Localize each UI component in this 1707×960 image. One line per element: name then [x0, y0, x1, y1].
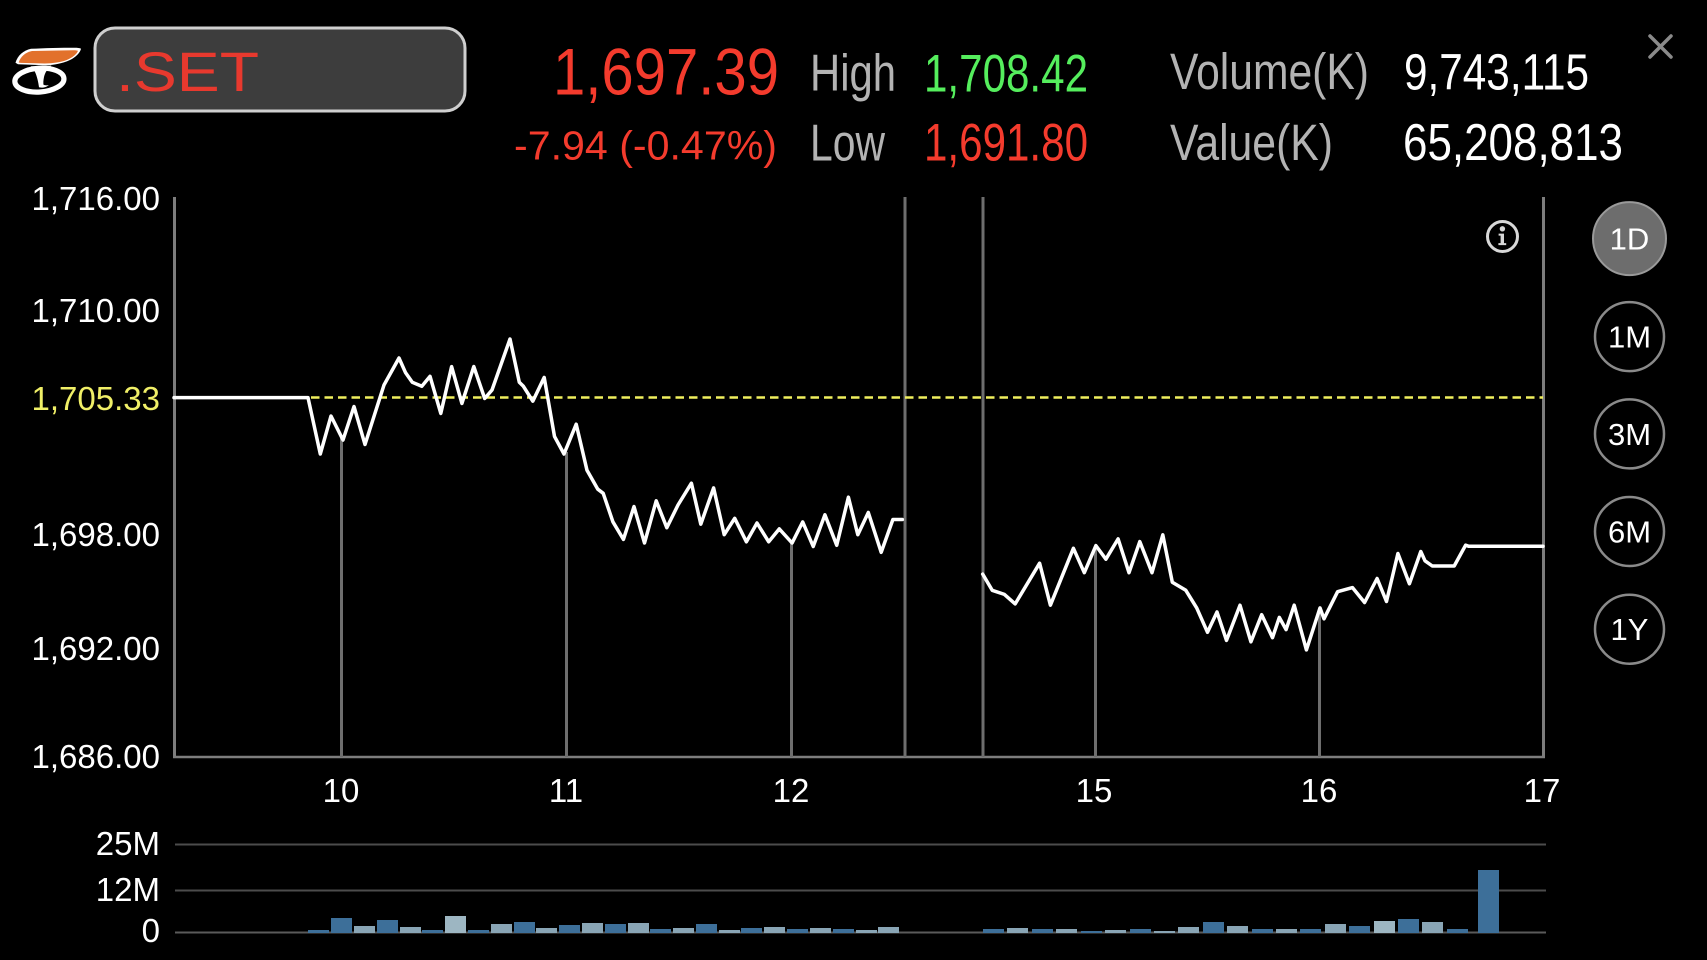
svg-text:Low: Low [810, 114, 885, 172]
svg-text:10: 10 [323, 772, 360, 809]
svg-text:1,698.00: 1,698.00 [32, 516, 160, 553]
svg-text:1,705.33: 1,705.33 [32, 380, 160, 417]
svg-text:1,691.80: 1,691.80 [924, 113, 1088, 172]
svg-text:1Y: 1Y [1611, 612, 1649, 647]
svg-text:1,716.00: 1,716.00 [32, 180, 160, 217]
svg-text:11: 11 [549, 772, 583, 809]
svg-text:12M: 12M [96, 871, 160, 908]
svg-text:Value(K): Value(K) [1170, 114, 1333, 171]
svg-text:1,686.00: 1,686.00 [32, 738, 160, 775]
svg-text:16: 16 [1301, 772, 1338, 809]
svg-text:.SET: .SET [116, 40, 259, 103]
svg-text:1D: 1D [1610, 222, 1650, 257]
svg-text:1,692.00: 1,692.00 [32, 630, 160, 667]
svg-text:0: 0 [142, 912, 160, 949]
svg-text:9,743,115: 9,743,115 [1404, 43, 1589, 100]
svg-text:15: 15 [1076, 772, 1113, 809]
svg-text:3M: 3M [1608, 417, 1651, 452]
svg-text:High: High [810, 45, 896, 103]
svg-text:65,208,813: 65,208,813 [1403, 114, 1623, 172]
svg-text:25M: 25M [96, 825, 160, 862]
svg-text:17: 17 [1524, 772, 1561, 809]
svg-text:1,710.00: 1,710.00 [32, 292, 160, 329]
svg-text:1,697.39: 1,697.39 [553, 35, 779, 109]
svg-text:12: 12 [773, 772, 810, 809]
svg-text:-7.94 (-0.47%): -7.94 (-0.47%) [514, 123, 777, 169]
svg-text:1M: 1M [1608, 320, 1651, 355]
svg-text:6M: 6M [1608, 515, 1651, 550]
svg-text:1,708.42: 1,708.42 [924, 44, 1088, 103]
svg-text:Volume(K): Volume(K) [1170, 43, 1369, 100]
